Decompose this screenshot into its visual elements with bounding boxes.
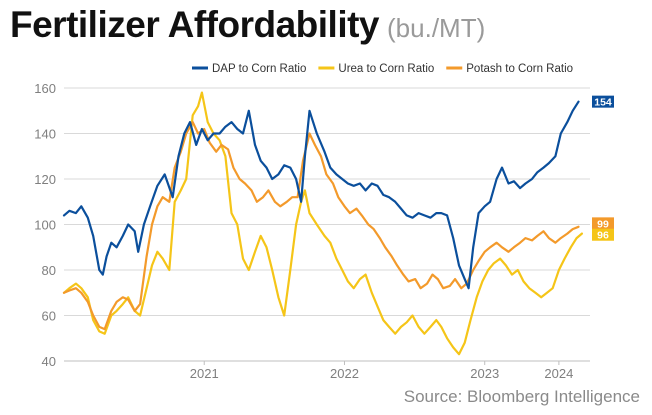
series-line-potash: [62, 120, 580, 331]
y-tick-label: 160: [34, 81, 56, 96]
y-tick-label: 80: [42, 263, 56, 278]
y-tick-label: 140: [34, 127, 56, 142]
y-tick-label: 40: [42, 354, 56, 369]
end-label-dap: 154: [594, 97, 612, 109]
y-tick-label: 120: [34, 172, 56, 187]
chart-subtitle: (bu./MT): [387, 13, 486, 43]
source-note: Source: Bloomberg Intelligence: [403, 387, 640, 406]
series-line-urea: [62, 91, 584, 356]
legend-label-potash: Potash to Corn Ratio: [466, 63, 573, 75]
end-label-potash: 99: [597, 218, 609, 230]
x-tick-label: 2021: [190, 366, 219, 381]
chart-title: Fertilizer Affordability: [10, 4, 380, 45]
end-label-urea: 96: [597, 230, 609, 242]
end-label-box-dap: [592, 95, 614, 108]
legend-label-dap: DAP to Corn Ratio: [212, 63, 306, 75]
legend-label-urea: Urea to Corn Ratio: [338, 63, 434, 75]
chart-title-block: Fertilizer Affordability (bu./MT): [10, 4, 485, 46]
y-tick-label: 100: [34, 218, 56, 233]
series-line-dap: [62, 100, 580, 290]
y-tick-label: 60: [42, 309, 56, 324]
x-tick-label: 2024: [544, 366, 573, 381]
x-tick-label: 2023: [470, 366, 499, 381]
end-label-box-urea: [592, 228, 614, 241]
x-tick-label: 2022: [330, 366, 359, 381]
end-label-box-potash: [592, 217, 614, 230]
